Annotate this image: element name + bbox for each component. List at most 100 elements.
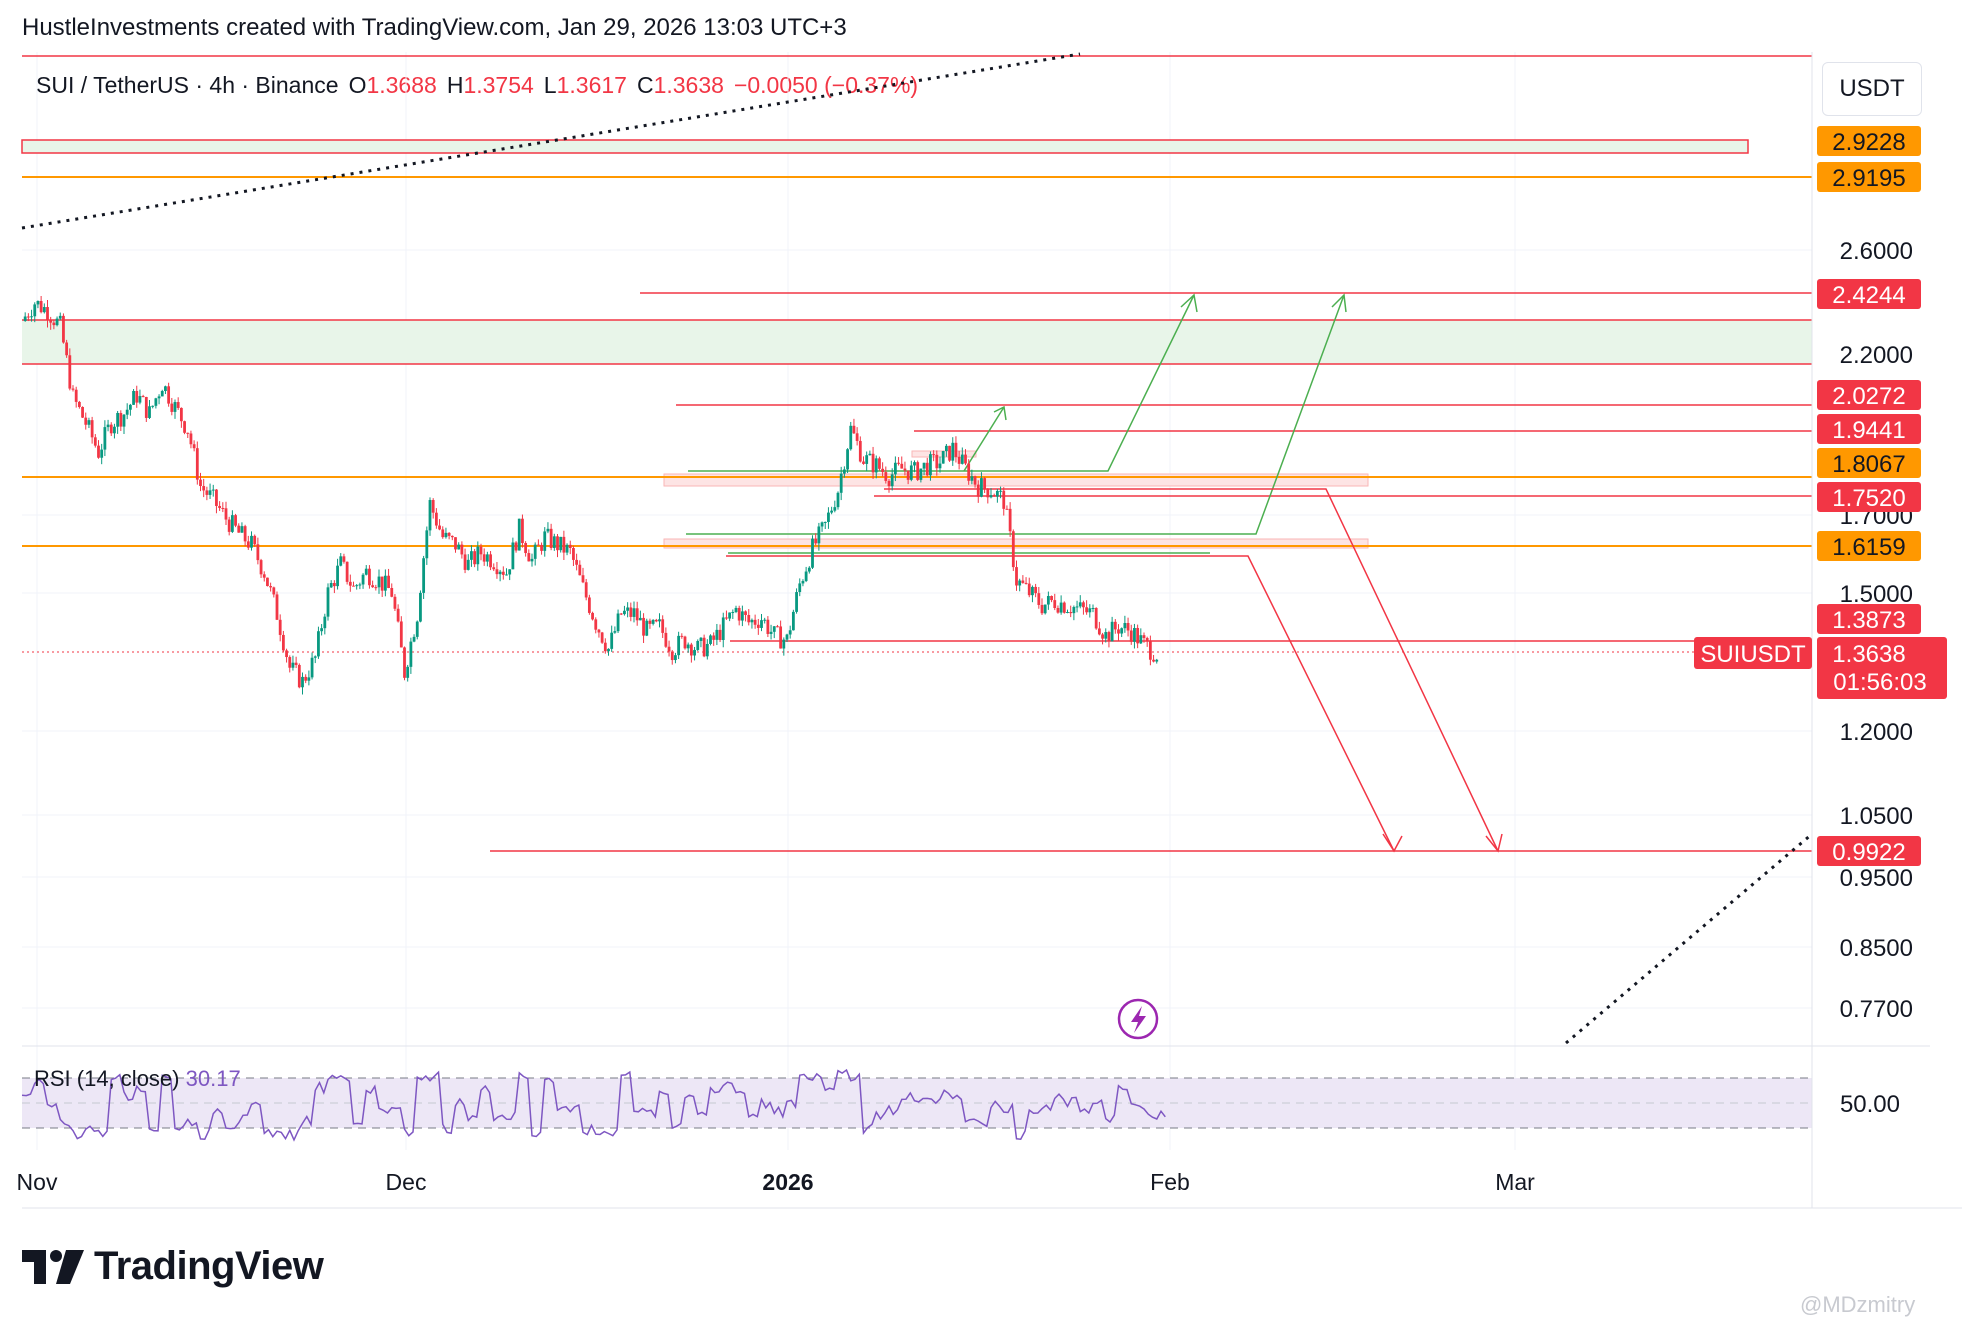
candle-body (543, 531, 547, 551)
candle-body (1082, 602, 1085, 608)
candle-body (709, 635, 712, 644)
candle-body (390, 587, 394, 597)
candle-body (441, 529, 445, 538)
candle-body (323, 616, 327, 629)
candle-body (591, 612, 594, 620)
candle-body (336, 565, 339, 587)
candle-body (415, 621, 419, 637)
candle-body (498, 571, 502, 575)
open-label: O (348, 72, 367, 98)
candle-body (1046, 595, 1050, 605)
candle-body (387, 575, 390, 588)
candle-body (881, 468, 885, 473)
badge-1.8067: 1.8067 (1832, 451, 1905, 478)
candle-body (795, 592, 798, 612)
candle-body (87, 420, 91, 425)
currency-button[interactable]: USDT (1822, 62, 1922, 116)
candle-body (186, 432, 190, 434)
candle-body (1040, 604, 1044, 614)
candle-body (900, 463, 904, 469)
candle-body (769, 631, 773, 634)
candle-body (1145, 637, 1149, 642)
candle-body (482, 554, 486, 562)
candle-body (479, 546, 483, 555)
candle-body (1072, 607, 1076, 614)
candle-body (842, 469, 846, 474)
candle-body (967, 463, 971, 481)
candle-body (737, 607, 741, 621)
candle-body (811, 538, 814, 568)
candle-body (297, 664, 301, 688)
y-tick-2.2000: 2.2000 (1840, 342, 1913, 369)
candle-body (865, 455, 869, 464)
candle-body (878, 458, 881, 469)
candle-body (119, 412, 123, 427)
symbol-legend: SUI / TetherUS · 4h · Binance O1.3688 H1.3… (36, 72, 918, 99)
candle-body (30, 316, 33, 318)
candle-body (470, 551, 473, 560)
candle-body (23, 316, 27, 321)
candle-body (740, 611, 744, 621)
candle-body (562, 536, 566, 553)
candle-body (342, 556, 346, 562)
lower-trendline (1565, 832, 1813, 1045)
candle-body (1043, 604, 1047, 614)
candle-body (304, 676, 308, 681)
candle-body (151, 405, 155, 407)
candle-body (36, 300, 40, 305)
open-value: 1.3688 (366, 72, 437, 98)
candle-body (1126, 622, 1130, 631)
candle-body (766, 619, 770, 634)
logo-text: TradingView (94, 1244, 324, 1288)
candle-body (157, 396, 161, 399)
candle-body (412, 636, 416, 642)
candle-body (215, 489, 218, 506)
candle-body (922, 462, 926, 469)
candle-body (699, 637, 703, 641)
candle-body (202, 486, 206, 491)
candle-body (288, 657, 292, 668)
grid-lines (22, 52, 1812, 1150)
candle-body (227, 519, 231, 532)
candle-body (1056, 607, 1060, 613)
candle-body (450, 535, 454, 538)
candle-body (772, 626, 776, 632)
candle-body (1139, 635, 1143, 644)
candle-body (434, 512, 438, 526)
rsi-legend: RSI (14, close) 30.17 (34, 1066, 241, 1092)
candle-body (951, 442, 955, 461)
candle-body (1034, 586, 1038, 594)
candle-body (511, 542, 515, 570)
candle-body (760, 620, 763, 628)
candle-body (52, 322, 56, 326)
candle-body (58, 315, 62, 319)
candle-body (817, 526, 821, 544)
candle-body (275, 594, 279, 620)
candle-body (702, 637, 706, 657)
candle-body (830, 510, 834, 513)
candle-body (517, 518, 521, 551)
tradingview-logo[interactable]: TradingView (22, 1244, 324, 1289)
candle-body (74, 389, 78, 402)
symbol-name[interactable]: SUI / TetherUS · 4h · Binance (36, 72, 339, 98)
candle-body (798, 583, 802, 593)
candle-body (619, 613, 623, 615)
rsi-tick-50: 50.00 (1840, 1091, 1900, 1118)
candle-body (374, 587, 378, 589)
candle-body (600, 632, 604, 643)
candle-body (823, 521, 827, 523)
y-tick-0.9500: 0.9500 (1840, 865, 1913, 892)
candle-body (431, 500, 435, 513)
candle-body (355, 585, 359, 587)
candle-body (788, 630, 792, 635)
candle-body (868, 453, 872, 456)
candle-body (1113, 621, 1117, 630)
candle-body (626, 607, 630, 611)
candle-body (240, 526, 244, 533)
candle-body (243, 526, 247, 542)
candle-body (250, 535, 253, 548)
candle-body (903, 468, 907, 471)
price-chart[interactable]: 2.6000 2.2000 1.7000 1.5000 1.2000 1.050… (0, 0, 1978, 1220)
candle-body (827, 512, 830, 522)
candle-body (728, 612, 732, 619)
